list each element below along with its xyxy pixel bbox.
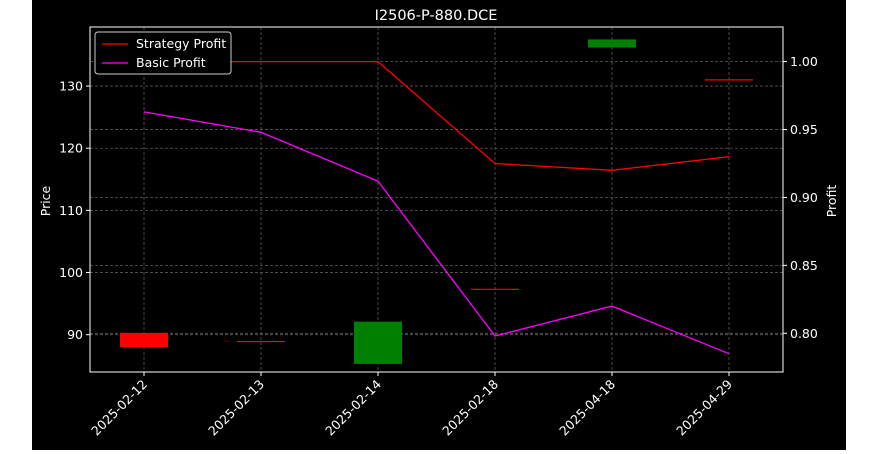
chart-title: I2506-P-880.DCE bbox=[375, 8, 498, 24]
profit-lines bbox=[143, 60, 730, 355]
candle bbox=[588, 39, 636, 48]
legend: Strategy Profit Basic Profit bbox=[94, 31, 232, 75]
legend-box bbox=[94, 31, 232, 75]
x-tick-label: 2025-04-18 bbox=[556, 376, 618, 438]
right-axis-label: Profit bbox=[824, 185, 839, 218]
x-axis: 2025-02-12 2025-02-13 2025-02-14 2025-02-18… bbox=[88, 372, 735, 438]
right-tick-label: 0.90 bbox=[790, 190, 818, 205]
left-tick-label: 130 bbox=[59, 79, 83, 94]
chart-figure: I2506-P-880.DCE 90 100 110 120 130 0.80 0.85 0… bbox=[32, 0, 846, 450]
candle bbox=[354, 321, 402, 364]
x-tick-label: 2025-02-12 bbox=[88, 377, 150, 439]
right-axis: 0.80 0.85 0.90 0.95 1.00 bbox=[783, 54, 818, 341]
candle bbox=[120, 332, 168, 348]
legend-label-basic-profit: Basic Profit bbox=[136, 55, 206, 70]
series-line-basic-profit bbox=[143, 111, 730, 355]
left-tick-label: 110 bbox=[59, 203, 83, 218]
left-axis-label: Price bbox=[38, 185, 53, 216]
grid bbox=[90, 27, 783, 372]
series-line-strategy-profit bbox=[144, 60, 730, 171]
candles bbox=[120, 39, 753, 364]
left-tick-label: 120 bbox=[59, 141, 83, 156]
left-tick-label: 90 bbox=[67, 327, 83, 342]
legend-label-strategy-profit: Strategy Profit bbox=[136, 36, 226, 51]
right-tick-label: 1.00 bbox=[790, 54, 818, 69]
plot-frame bbox=[89, 26, 784, 373]
x-tick-label: 2025-04-29 bbox=[673, 376, 735, 438]
x-tick-label: 2025-02-14 bbox=[322, 376, 384, 438]
x-tick-label: 2025-02-18 bbox=[439, 376, 501, 438]
right-tick-label: 0.95 bbox=[790, 122, 818, 137]
left-axis: 90 100 110 120 130 bbox=[59, 79, 90, 342]
x-tick-label: 2025-02-13 bbox=[205, 377, 267, 439]
right-tick-label: 0.80 bbox=[790, 326, 818, 341]
left-tick-label: 100 bbox=[59, 265, 83, 280]
right-tick-label: 0.85 bbox=[790, 258, 818, 273]
